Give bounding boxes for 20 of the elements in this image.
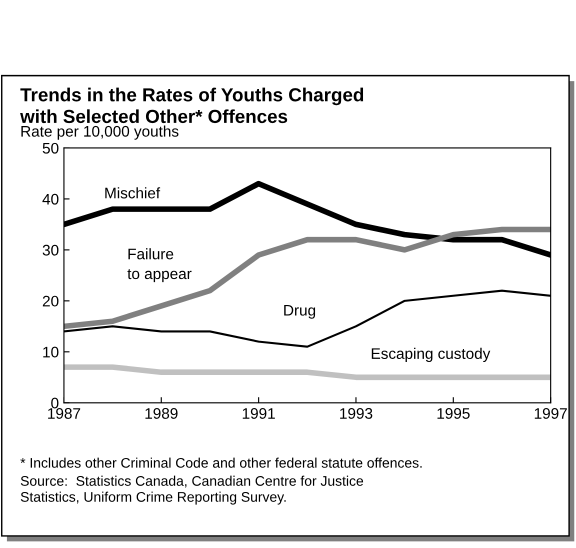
- series-label: Mischief: [105, 187, 160, 198]
- series-label: Escaping custody: [372, 348, 490, 362]
- y-tick-label: 30: [42, 244, 58, 256]
- series-label: Drug: [284, 305, 316, 319]
- chart-title: Trends in the Rates of Youths Charged with Selected Other* Offences: [20, 88, 364, 124]
- y-tick-label: 50: [42, 142, 58, 154]
- x-tick-label: 1995: [437, 408, 470, 419]
- y-axis-title: Rate per 10,000 youths: [21, 126, 178, 140]
- series-label: Failure to appear: [127, 248, 192, 282]
- y-tick-label: 0: [51, 398, 58, 408]
- y-tick-label: 20: [42, 296, 58, 307]
- x-tick-label: 1991: [242, 408, 275, 419]
- x-tick-label: 1989: [145, 408, 178, 419]
- x-tick-label: 1987: [48, 408, 80, 419]
- y-tick-label: 40: [42, 194, 58, 205]
- y-tick-label: 10: [43, 346, 58, 358]
- x-tick-label: 1997: [534, 408, 567, 419]
- text: * Includes other Criminal Code and other federal statute offences.: [20, 458, 422, 468]
- x-tick-label: 1993: [340, 408, 372, 419]
- source-note: Source: Statistics Canada, Canadian Centre for Justice Statistics, Uniform Crime Reporting Survey.: [20, 476, 364, 505]
